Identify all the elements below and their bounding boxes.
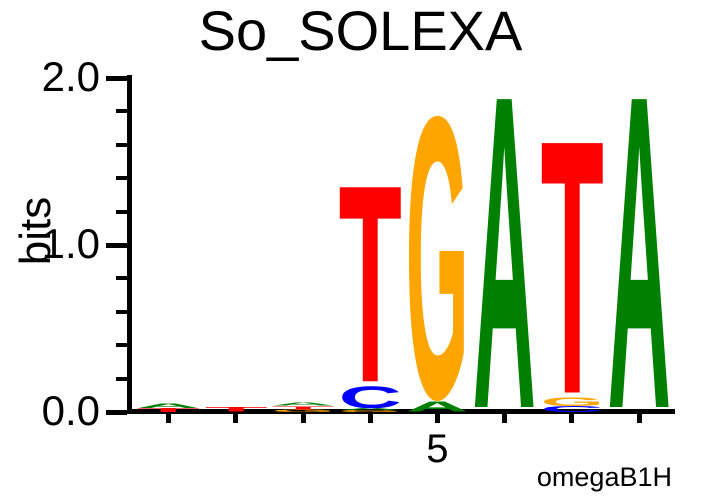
logo-letter-G: G	[540, 395, 603, 409]
y-tick-label: 2.0	[41, 53, 100, 101]
logo-letter-T: T	[540, 64, 603, 470]
x-axis-line	[127, 409, 675, 414]
svg-text:C: C	[540, 405, 603, 414]
logo-letter-T: T	[137, 407, 200, 413]
svg-text:A: A	[137, 402, 200, 409]
x-tick	[166, 414, 172, 423]
svg-text:A: A	[406, 399, 469, 415]
x-tick	[233, 414, 239, 423]
logo-letter-T: T	[204, 406, 267, 413]
svg-text:G: G	[339, 410, 402, 413]
x-tick	[300, 414, 306, 423]
y-minor-tick	[116, 309, 127, 314]
logo-letter-A: A	[137, 402, 200, 409]
y-minor-tick	[116, 109, 127, 114]
logo-letter-T: T	[339, 127, 402, 442]
logo-letter-T: T	[271, 405, 334, 410]
x-tick	[367, 414, 373, 423]
logo-letter-A: A	[607, 3, 670, 496]
y-minor-tick	[116, 276, 127, 281]
attribution-label: omegaB1H	[536, 462, 672, 492]
x-tick	[434, 414, 440, 423]
svg-text:A: A	[271, 402, 334, 407]
chart-title: So_SOLEXA	[198, 0, 523, 62]
svg-text:G: G	[406, 32, 469, 483]
svg-text:T: T	[137, 407, 200, 413]
x-tick	[636, 414, 642, 423]
y-tick-label: 1.0	[41, 220, 100, 268]
y-major-tick	[106, 75, 127, 81]
y-minor-tick	[116, 176, 127, 181]
svg-text:A: A	[473, 3, 536, 496]
logo-column-8: A	[605, 3, 672, 496]
svg-text:A: A	[607, 3, 670, 496]
logo-letter-A: A	[271, 402, 334, 407]
y-major-tick	[106, 409, 127, 415]
logo-letter-A: A	[406, 399, 469, 415]
logo-letter-G: G	[339, 410, 402, 413]
logo-letter-G: G	[406, 32, 469, 483]
y-minor-tick	[116, 209, 127, 214]
logo-column-6: A	[471, 3, 538, 496]
y-axis-line	[127, 75, 132, 414]
x-tick	[502, 414, 508, 423]
svg-text:C: C	[339, 379, 402, 414]
y-minor-tick	[116, 142, 127, 147]
y-minor-tick	[116, 376, 127, 381]
logo-letter-A: A	[473, 3, 536, 496]
logo-letter-G: G	[271, 408, 334, 412]
svg-text:G: G	[271, 408, 334, 412]
x-tick	[569, 414, 575, 423]
svg-text:A: A	[339, 408, 402, 411]
svg-text:T: T	[339, 127, 402, 442]
y-major-tick	[106, 242, 127, 248]
y-tick-label: 0.0	[41, 387, 100, 435]
logo-column-2: T	[202, 406, 269, 413]
svg-text:T: T	[204, 406, 267, 413]
logo-letter-C: C	[540, 405, 603, 414]
svg-text:T: T	[540, 64, 603, 470]
x-tick-label: 5	[426, 427, 449, 471]
svg-text:G: G	[540, 395, 603, 409]
logo-letter-C: C	[339, 379, 402, 414]
svg-text:T: T	[271, 405, 334, 410]
logo-letter-A: A	[339, 408, 402, 411]
y-minor-tick	[116, 343, 127, 348]
